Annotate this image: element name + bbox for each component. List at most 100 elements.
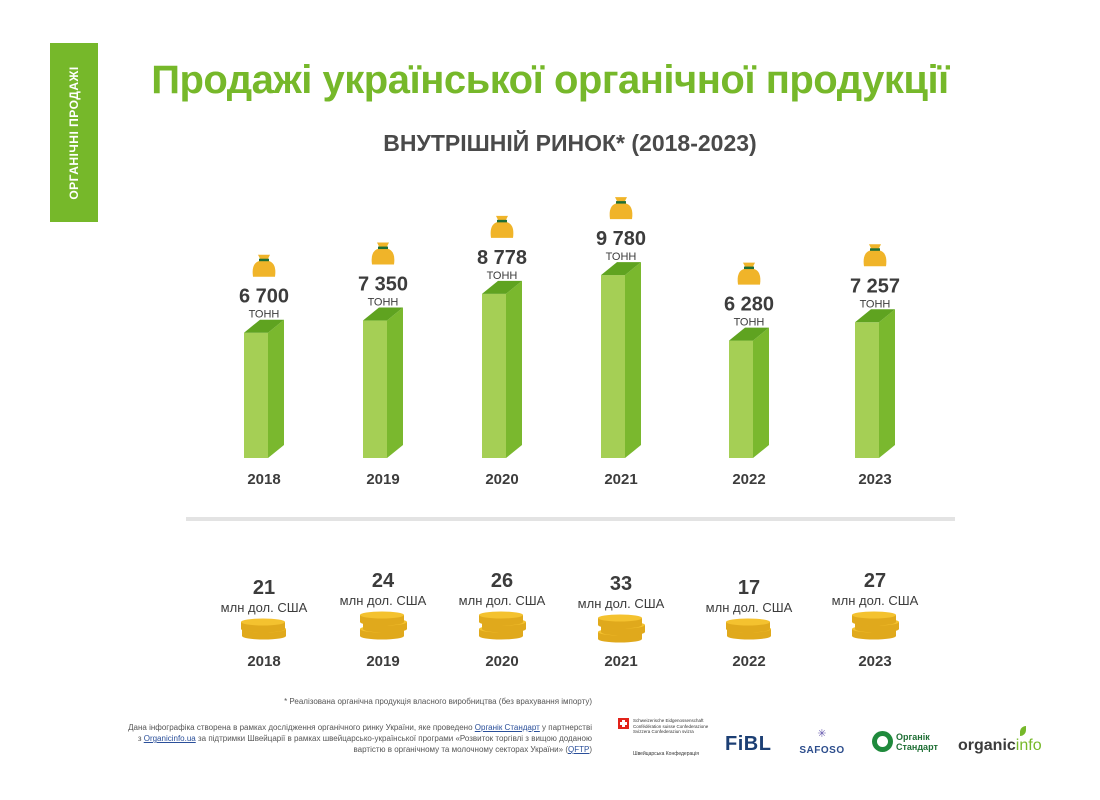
revenue-year-label: 2018	[247, 653, 280, 670]
leaf-icon	[1020, 726, 1026, 736]
organic-standard-link[interactable]: Органік Стандарт	[474, 723, 540, 732]
coin-bottom	[726, 625, 770, 633]
bar-side	[879, 309, 895, 458]
fibl-logo: FiBL	[725, 733, 772, 755]
coin-stack-icon	[726, 618, 771, 640]
qftp-link[interactable]: QFTP	[567, 745, 590, 754]
swiss-confederation-logo: Schweizerische Eidgenossenschaft Confédé…	[618, 718, 718, 758]
coin-bottom	[241, 625, 285, 633]
credits-text-2b: за підтримки Швейцарії в рамках швейцарс…	[195, 734, 592, 743]
coin-bottom	[363, 625, 407, 633]
coin-bottom	[598, 635, 642, 643]
revenue-value-label: 17	[738, 577, 760, 599]
revenue-value-label: 26	[491, 570, 513, 592]
revenue-unit-label: млн дол. США	[578, 596, 665, 611]
revenue-unit-label: млн дол. США	[340, 593, 427, 608]
money-bag-body	[863, 250, 887, 267]
bar-top	[244, 319, 284, 333]
revenue-year-label: 2022	[732, 653, 765, 670]
credits-text-3a: вартістю в органічному та молочному сект…	[353, 745, 568, 754]
coin-face	[479, 611, 523, 619]
coin-stack-icon	[598, 614, 645, 643]
revenue-year-label: 2020	[485, 653, 518, 670]
bar-front	[244, 332, 268, 458]
revenue-value-label: 33	[610, 573, 632, 595]
bar-unit-label: ТОНН	[860, 298, 891, 310]
revenue-unit-label: млн дол. США	[706, 600, 793, 615]
bar-unit-label: ТОНН	[606, 251, 637, 263]
organicinfo-link[interactable]: Organicinfo.ua	[143, 734, 196, 743]
chart-subtitle: ВНУТРІШНІЙ РИНОК* (2018-2023)	[383, 130, 757, 156]
bar-front	[729, 340, 753, 458]
coin-stack-icon	[241, 618, 286, 640]
bar-unit-label: ТОНН	[249, 309, 280, 321]
coin-bottom	[852, 618, 896, 626]
safoso-logo: ✳ SAFOSO	[797, 728, 847, 758]
x-tick-label: 2022	[732, 471, 765, 488]
coin-bottom	[852, 632, 896, 640]
bar-front	[363, 320, 387, 458]
organic-standard-emblem-icon	[872, 731, 893, 752]
money-bag-tie	[497, 219, 507, 223]
money-bag-tie	[744, 266, 754, 270]
os-logo-line1: Органік	[896, 732, 930, 742]
revenue-year-label: 2023	[858, 653, 891, 670]
coin-face	[598, 614, 642, 622]
swiss-logo-text: Schweizerische Eidgenossenschaft Confédé…	[633, 718, 709, 734]
x-tick-label: 2018	[247, 471, 280, 488]
bar-side	[625, 262, 641, 458]
footnote: * Реалізована органічна продукція власно…	[284, 697, 592, 706]
x-tick-label: 2020	[485, 471, 518, 488]
revenue-unit-label: млн дол. США	[221, 600, 308, 615]
coin-bottom	[482, 625, 526, 633]
coin-bottom	[727, 632, 771, 640]
coin-bottom	[479, 618, 523, 626]
coin-bottom	[360, 632, 404, 640]
credits-text-3b: )	[589, 745, 592, 754]
money-bag-body	[252, 260, 276, 277]
bar-unit-label: ТОНН	[368, 297, 399, 309]
bar-value-label: 6 700	[239, 286, 289, 308]
coin-stack-icon	[360, 611, 407, 640]
money-bag-body	[490, 221, 514, 238]
bar-value-label: 8 778	[477, 247, 527, 269]
money-bag-tie	[378, 246, 388, 250]
revenue-value-label: 21	[253, 577, 275, 599]
revenue-unit-label: млн дол. США	[459, 593, 546, 608]
bar-side	[268, 319, 284, 458]
swiss-flag-icon	[618, 718, 629, 729]
money-bag-body	[609, 203, 633, 220]
coin-stack-icon	[852, 611, 899, 640]
x-tick-label: 2023	[858, 471, 891, 488]
bar-value-label: 9 780	[596, 228, 646, 250]
coin-bottom	[360, 618, 404, 626]
coin-stack-icon	[479, 611, 526, 640]
coin-face	[852, 611, 896, 619]
revenue-value-label: 27	[864, 570, 886, 592]
money-bag-icon	[371, 242, 395, 265]
credits: Дана інфографіка створена в рамках дослі…	[90, 722, 592, 755]
credits-text-1b: у партнерстві	[539, 723, 592, 732]
bar-front	[482, 293, 506, 458]
oi-logo-part1: organic	[958, 737, 1016, 754]
coin-bottom	[855, 625, 899, 633]
x-tick-label: 2021	[604, 471, 637, 488]
bar-value-label: 7 257	[850, 275, 900, 297]
revenue-unit-label: млн дол. США	[832, 593, 919, 608]
bar-side	[753, 327, 769, 458]
bar-top	[363, 307, 403, 321]
money-bag-body	[371, 248, 395, 265]
bar-side	[387, 307, 403, 458]
coin-face	[241, 618, 285, 626]
safoso-logo-text: SAFOSO	[799, 745, 845, 756]
credits-text-2a: з	[137, 734, 144, 743]
credits-text-1a: Дана інфографіка створена в рамках дослі…	[128, 723, 475, 732]
